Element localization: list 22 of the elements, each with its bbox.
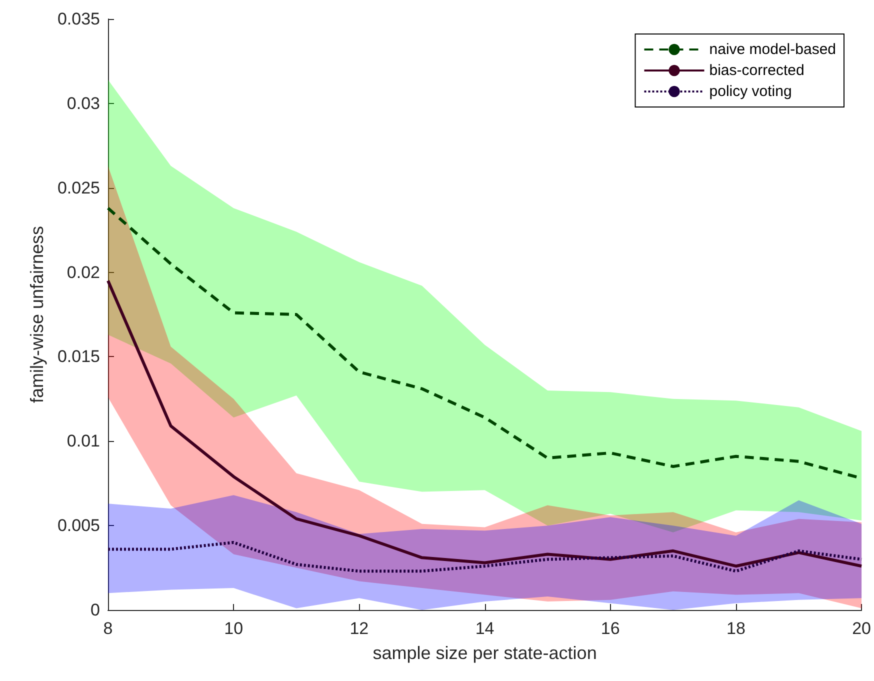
line-series bbox=[106, 540, 864, 573]
y-tick-label: 0.025 bbox=[57, 178, 100, 198]
y-axis-title: family-wise unfairness bbox=[27, 226, 47, 404]
x-tick-label: 10 bbox=[224, 619, 244, 638]
line-series bbox=[106, 279, 864, 568]
y-tick-label: 0.03 bbox=[66, 94, 100, 113]
y-tick-label: 0.005 bbox=[57, 516, 100, 536]
legend-label: bias-corrected bbox=[709, 62, 804, 79]
legend-label: policy voting bbox=[709, 83, 792, 100]
x-tick-label: 20 bbox=[852, 619, 872, 638]
x-tick-label: 18 bbox=[726, 619, 746, 638]
y-tick-label: 0.035 bbox=[57, 10, 100, 28]
y-tick-label: 0.01 bbox=[66, 432, 100, 451]
x-tick-label: 12 bbox=[350, 619, 369, 638]
x-axis-title: sample size per state-action bbox=[372, 643, 597, 663]
legend-label: naive model-based bbox=[709, 41, 836, 58]
x-tick-label: 8 bbox=[103, 619, 113, 638]
y-tick-label: 0.02 bbox=[66, 262, 100, 282]
y-tick-label: 0.015 bbox=[57, 347, 100, 366]
y-tick-label: 0 bbox=[90, 600, 100, 620]
x-tick-label: 16 bbox=[600, 619, 620, 638]
x-tick-label: 14 bbox=[475, 619, 494, 638]
